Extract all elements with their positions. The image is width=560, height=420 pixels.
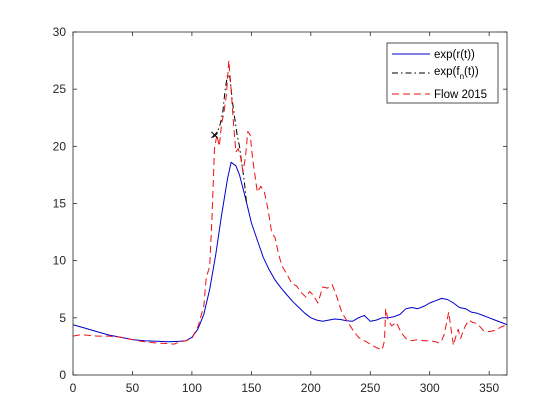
series-line-3 bbox=[73, 60, 507, 351]
legend-label-series-2: exp(fn(t)) bbox=[434, 66, 479, 81]
x-tick-label: 150 bbox=[241, 381, 261, 395]
legend-label-series-1: exp(r(t)) bbox=[434, 49, 475, 61]
legend: exp(r(t)) exp(fn(t)) Flow 2015 bbox=[386, 42, 499, 104]
x-tick-label: 200 bbox=[301, 381, 321, 395]
y-tick-label: 15 bbox=[53, 197, 67, 211]
y-tick-label: 5 bbox=[59, 311, 66, 325]
y-tick-label: 30 bbox=[53, 25, 67, 39]
y-tick-label: 10 bbox=[53, 254, 67, 268]
y-tick-label: 25 bbox=[53, 82, 67, 96]
x-tick-label: 100 bbox=[182, 381, 202, 395]
y-tick-label: 0 bbox=[59, 368, 66, 382]
legend-label-series-3: Flow 2015 bbox=[434, 89, 487, 101]
y-tick-label: 20 bbox=[53, 139, 67, 153]
x-tick-label: 300 bbox=[420, 381, 440, 395]
x-marker-1 bbox=[211, 131, 218, 139]
x-tick-label: 50 bbox=[126, 381, 140, 395]
x-tick-label: 250 bbox=[360, 381, 380, 395]
series-line-1 bbox=[73, 161, 507, 343]
x-tick-label: 0 bbox=[70, 381, 77, 395]
x-tick-label: 350 bbox=[479, 381, 499, 395]
